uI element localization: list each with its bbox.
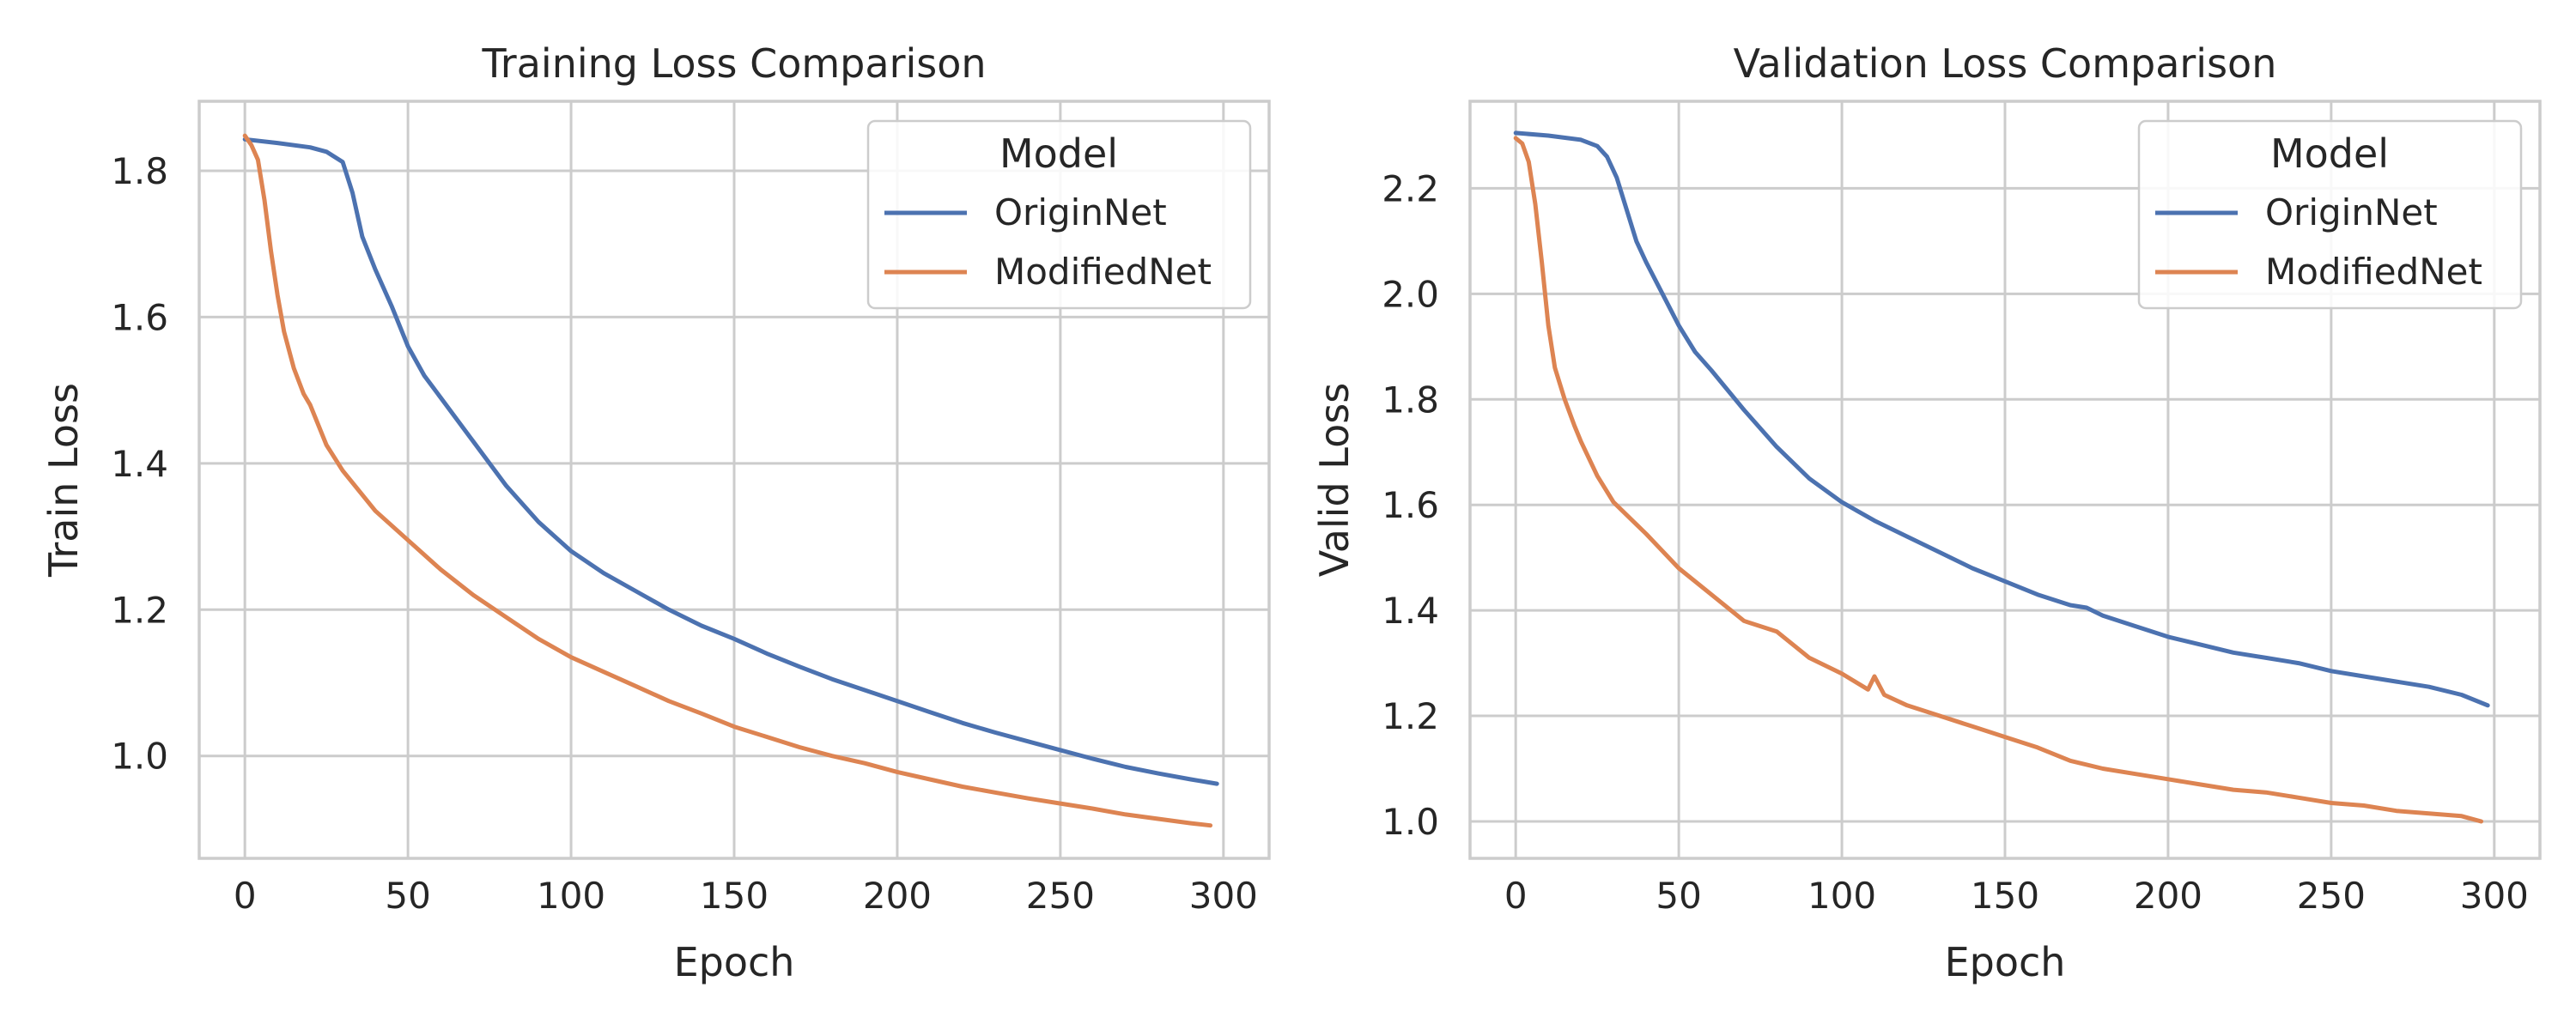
x-tick-label: 0 [1504,875,1528,917]
series-line-originnet [1513,130,2490,708]
x-axis-label: Epoch [674,939,795,985]
x-tick-label: 200 [2134,875,2202,917]
training-loss-panel: 0 50 100 150 200 250 300 1.0 1.2 1.4 1.6 1.8 Train… [40,40,1271,985]
x-tick-label: 250 [2297,875,2366,917]
x-tick-labels: 0 50 100 150 200 250 300 [1504,875,2529,917]
y-tick-label: 1.2 [1382,695,1439,737]
validation-loss-panel: 0 50 100 150 200 250 300 1.0 1.2 1.4 1.6 1.8 2.0 2.2… [1311,40,2542,985]
y-tick-label: 1.6 [111,296,168,338]
legend-frame [2137,119,2523,310]
x-tick-label: 0 [234,875,257,917]
x-tick-labels: 0 50 100 150 200 250 300 [234,875,1258,917]
y-tick-labels: 1.0 1.2 1.4 1.6 1.8 [111,150,168,778]
x-tick-label: 100 [537,875,605,917]
y-axis-label: Valid Loss [1311,383,1358,577]
plot-frame [197,100,1271,860]
y-tick-label: 1.4 [1382,590,1439,632]
legend-title: Model [999,130,1118,177]
x-tick-label: 150 [1971,875,2039,917]
series-lines [242,133,1219,828]
legend-label-originnet: OriginNet [994,191,1167,233]
x-gridlines [243,101,1225,858]
x-tick-label: 300 [2460,875,2529,917]
x-axis-label: Epoch [1945,939,2066,985]
y-tick-label: 1.2 [111,589,168,631]
y-tick-label: 1.8 [111,150,168,192]
series-line-originnet [242,136,1219,786]
y-tick-labels: 1.0 1.2 1.4 1.6 1.8 2.0 2.2 [1382,167,1439,843]
legend-label-originnet: OriginNet [2265,191,2438,233]
x-tick-label: 150 [700,875,769,917]
x-tick-label: 100 [1807,875,1876,917]
chart-title: Validation Loss Comparison [1734,40,2277,87]
legend-frame [866,119,1252,310]
legend-label-modifiednet: ModifiedNet [2265,251,2482,293]
y-tick-label: 1.6 [1382,484,1439,526]
x-tick-label: 250 [1026,875,1095,917]
y-tick-label: 1.0 [111,736,168,778]
y-tick-label: 1.0 [1382,801,1439,843]
x-tick-label: 300 [1189,875,1258,917]
chart-title: Training Loss Comparison [481,40,986,87]
series-lines [1513,130,2490,824]
y-tick-label: 2.0 [1382,273,1439,315]
legend: Model OriginNet ModifiedNet [866,119,1252,310]
plot-frame [1468,100,2542,860]
series-line-modifiednet [242,133,1213,828]
legend: Model OriginNet ModifiedNet [2137,119,2523,310]
x-tick-label: 200 [863,875,932,917]
legend-label-modifiednet: ModifiedNet [994,251,1212,293]
y-axis-label: Train Loss [40,383,87,578]
legend-title: Model [2270,130,2389,177]
y-tick-label: 1.4 [111,443,168,485]
x-tick-label: 50 [1656,875,1701,917]
x-tick-label: 50 [385,875,430,917]
y-tick-label: 2.2 [1382,167,1439,209]
series-line-modifiednet [1513,136,2484,824]
y-tick-label: 1.8 [1382,379,1439,421]
